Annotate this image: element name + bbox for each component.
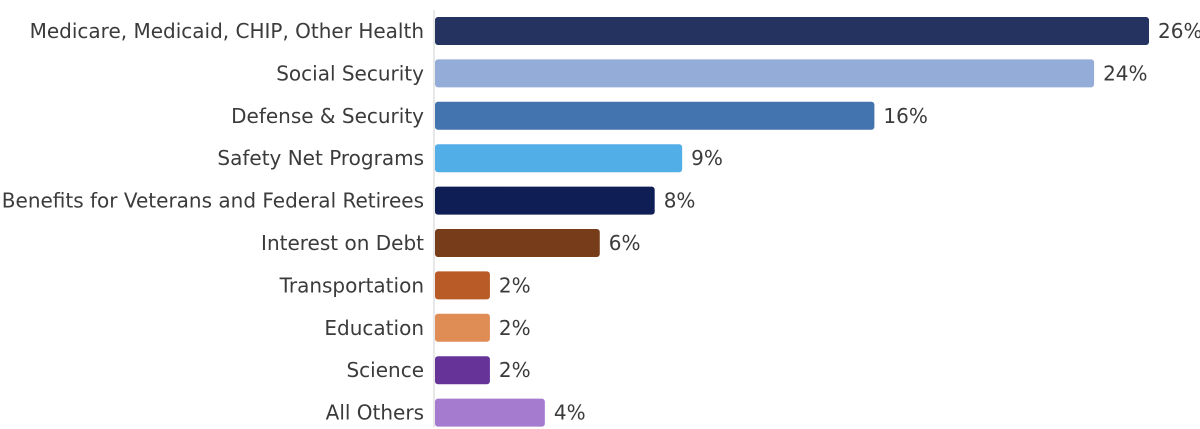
category-label: All Others xyxy=(326,401,424,425)
category-label: Education xyxy=(324,316,424,340)
bar xyxy=(435,271,490,300)
value-label: 6% xyxy=(609,231,641,255)
bar xyxy=(435,59,1095,88)
category-labels: Medicare, Medicaid, CHIP, Other Health So… xyxy=(2,19,424,425)
value-label: 8% xyxy=(664,189,696,213)
bar xyxy=(435,356,490,385)
value-label: 2% xyxy=(499,316,531,340)
category-label: Benefits for Veterans and Federal Retire… xyxy=(2,189,424,213)
category-label: Defense & Security xyxy=(231,104,424,128)
bar xyxy=(435,186,655,215)
value-label: 4% xyxy=(554,401,586,425)
bar xyxy=(435,101,875,130)
value-label: 9% xyxy=(691,146,723,170)
value-labels: 26% 24% 16% 9% 8% 6% 2% 2% 2% 4% xyxy=(499,19,1200,425)
value-label: 2% xyxy=(499,273,531,297)
bar xyxy=(435,17,1149,45)
category-label: Transportation xyxy=(279,273,424,297)
value-label: 26% xyxy=(1158,19,1200,43)
bars xyxy=(435,17,1149,427)
bar xyxy=(435,229,600,257)
bar xyxy=(435,398,545,427)
category-label: Science xyxy=(346,358,424,382)
value-label: 16% xyxy=(883,104,927,128)
category-label: Interest on Debt xyxy=(261,231,424,255)
category-label: Social Security xyxy=(276,61,424,85)
category-label: Safety Net Programs xyxy=(217,146,424,170)
value-label: 24% xyxy=(1103,61,1147,85)
bar xyxy=(435,144,683,173)
category-label: Medicare, Medicaid, CHIP, Other Health xyxy=(30,19,424,43)
value-label: 2% xyxy=(499,358,531,382)
bar xyxy=(435,313,490,342)
